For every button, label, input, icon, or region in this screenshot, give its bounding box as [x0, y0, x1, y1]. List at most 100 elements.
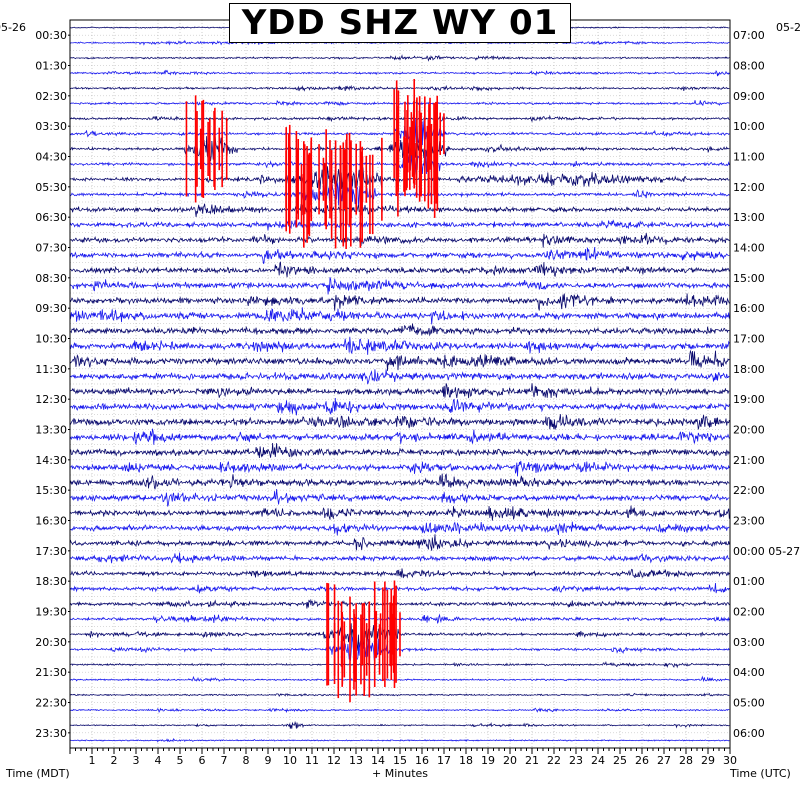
left-time-tick: 10:30: [35, 333, 67, 346]
left-time-tick: 21:30: [35, 666, 67, 679]
left-time-tick: 05:30: [35, 181, 67, 194]
left-time-tick: 11:30: [35, 363, 67, 376]
right-time-tick: 17:00: [733, 333, 765, 346]
right-time-tick: 15:00: [733, 272, 765, 285]
right-time-tick: 06:00: [733, 727, 765, 740]
right-time-tick: 07:00: [733, 29, 765, 42]
left-time-tick: 13:30: [35, 424, 67, 437]
trace-row: [69, 428, 730, 446]
minute-tick-label: 26: [635, 754, 649, 767]
left-time-tick: 08:30: [35, 272, 67, 285]
minute-tick-label: 14: [371, 754, 385, 767]
minute-tick-label: 12: [327, 754, 341, 767]
trace-layer: [69, 25, 730, 743]
trace-row: [69, 117, 730, 150]
minute-tick-label: 11: [305, 754, 319, 767]
trace-row: [69, 125, 730, 163]
trace-row: [69, 692, 730, 697]
bottom-axis-label: + Minutes: [372, 767, 429, 780]
trace-row: [69, 114, 730, 123]
trace-row: [69, 660, 730, 669]
trace-row: [70, 707, 730, 714]
left-time-tick: 14:30: [35, 454, 67, 467]
right-time-tick: 16:00: [733, 302, 765, 315]
left-time-tick: 17:30: [35, 545, 67, 558]
trace-row: [69, 738, 730, 743]
trace-row: [69, 261, 730, 278]
right-time-tick: 01:00: [733, 575, 765, 588]
trace-row: [69, 397, 730, 416]
trace-row: [69, 598, 730, 609]
minute-tick-label: 2: [111, 754, 118, 767]
left-axis-label: Time (MDT): [6, 767, 70, 780]
minute-tick-label: 10: [283, 754, 297, 767]
trace-row: [69, 552, 730, 564]
left-time-tick: 15:30: [35, 484, 67, 497]
trace-row: [69, 181, 730, 208]
trace-row: [70, 323, 730, 337]
right-time-tick: 00:00 05-27: [733, 545, 800, 558]
minute-tick-label: 30: [723, 754, 737, 767]
right-time-tick: 03:00: [733, 636, 765, 649]
plot-title: YDD SHZ WY 01: [229, 3, 571, 43]
trace-row: [69, 488, 730, 507]
minute-tick-label: 19: [481, 754, 495, 767]
minute-tick-label: 3: [133, 754, 140, 767]
trace-row: [69, 414, 730, 430]
left-time-tick: 20:30: [35, 636, 67, 649]
trace-row: [69, 720, 730, 729]
minute-tick-label: 24: [591, 754, 605, 767]
minute-tick-label: 5: [177, 754, 184, 767]
trace-row: [69, 534, 730, 551]
minute-tick-label: 13: [349, 754, 363, 767]
right-time-tick: 05:00: [733, 697, 765, 710]
right-date-label: 05-26: [776, 21, 800, 34]
left-time-tick: 22:30: [35, 697, 67, 710]
left-time-tick: 09:30: [35, 302, 67, 315]
trace-row: [69, 293, 730, 311]
minute-tick-label: 9: [265, 754, 272, 767]
minute-tick-label: 7: [221, 754, 228, 767]
grid-layer: [70, 19, 730, 749]
left-time-tick: 02:30: [35, 90, 67, 103]
right-time-tick: 20:00: [733, 424, 765, 437]
trace-row: [69, 336, 730, 355]
left-time-tick: 16:30: [35, 515, 67, 528]
minute-tick-label: 8: [243, 754, 250, 767]
right-time-tick: 18:00: [733, 363, 765, 376]
right-time-tick: 23:00: [733, 515, 765, 528]
left-time-tick: 06:30: [35, 211, 67, 224]
trace-row: [70, 568, 730, 579]
right-time-tick: 11:00: [733, 151, 765, 164]
trace-row: [69, 203, 730, 217]
minute-tick-label: 25: [613, 754, 627, 767]
minute-tick-label: 29: [701, 754, 715, 767]
trace-row: [69, 442, 730, 459]
left-time-tick: 03:30: [35, 120, 67, 133]
left-date-label: 05-26: [0, 21, 26, 34]
left-time-tick: 00:30: [35, 29, 67, 42]
trace-row: [69, 277, 730, 295]
trace-row: [69, 505, 730, 521]
right-time-tick: 04:00: [733, 666, 765, 679]
left-time-tick: 23:30: [35, 727, 67, 740]
trace-row: [69, 54, 730, 62]
right-time-tick: 08:00: [733, 60, 765, 73]
right-time-tick: 10:00: [733, 120, 765, 133]
right-time-tick: 02:00: [733, 606, 765, 619]
trace-row: [69, 233, 730, 248]
right-time-tick: 12:00: [733, 181, 765, 194]
minute-tick-label: 18: [459, 754, 473, 767]
minutes-axis: 1 2 3 4 5 6 7 8 9 10 11 12 13 14 15 16 17 18 19 20 21 22 23 24 2…: [69, 748, 737, 767]
minute-tick-label: 20: [503, 754, 517, 767]
trace-row: [69, 69, 730, 77]
minute-tick-label: 15: [393, 754, 407, 767]
trace-row: [69, 150, 730, 175]
trace-row: [69, 99, 730, 107]
minute-tick-label: 22: [547, 754, 561, 767]
clipped-event-layer: [185, 79, 445, 703]
left-time-axis: 00:30 01:30 02:30 03:30 04:30 05:30 06:30 07:30…: [35, 29, 70, 740]
trace-row: [69, 307, 730, 325]
trace-row: [69, 582, 730, 594]
